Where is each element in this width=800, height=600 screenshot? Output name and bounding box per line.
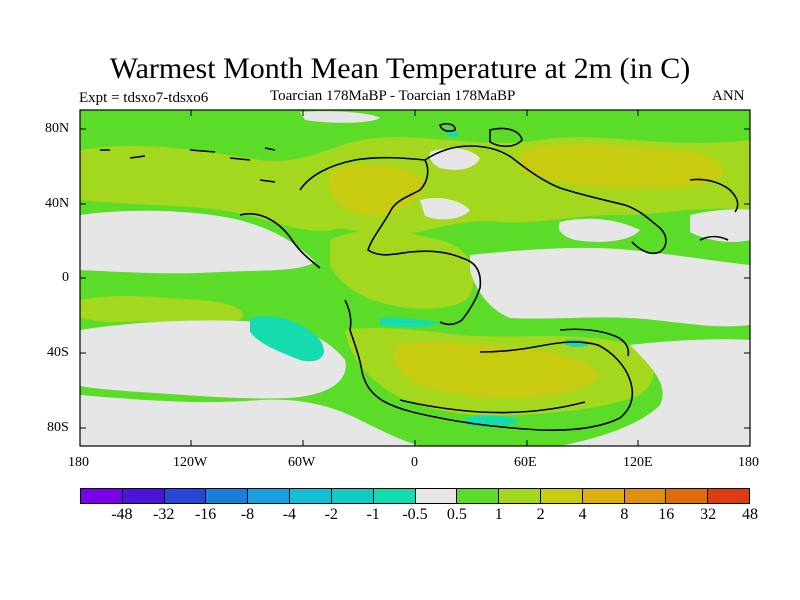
colorbar-label: -0.5 [402,506,428,523]
neutral-east-east [690,209,750,243]
neutral-tethys [470,247,750,327]
lon-label-180e: 180 [738,455,759,470]
coast-arctic-island [489,127,523,148]
coast-east-islands [699,235,729,241]
neutral-pacific-far-south [80,395,420,446]
colorbar-label: 32 [700,506,717,523]
coast-antarctic-inner [399,399,586,414]
cool-patch-gondwana-west [380,317,440,327]
lon-label-120e: 120E [623,455,653,470]
neutral-east-south [560,339,750,446]
band-2-4-gondwana [394,341,600,398]
lat-label-80n: 80N [45,121,70,136]
colorbar-box [582,489,625,503]
colorbar-label: -2 [324,506,338,523]
temperature-field [80,110,750,446]
period-comparison-label: Toarcian 178MaBP - Toarcian 178MaBP [270,88,516,104]
colorbar-label: -48 [111,506,133,523]
lon-label-120w: 120W [173,455,208,470]
colorbar-box [122,489,165,503]
coast-gondwana-south [349,329,634,431]
colorbar-label: -1 [366,506,380,523]
neutral-north-west-small [300,111,380,123]
coast-laurasia-west [299,156,482,326]
lon-label-180w: 180 [68,455,89,470]
band-1-2-west-tropics [80,295,243,323]
colorbar-box [373,489,416,503]
coast-east-gondwana [559,328,630,357]
lat-label-40n: 40N [45,196,70,211]
colorbar-box [708,489,749,503]
neutral-siberian-sea [558,218,640,242]
colorbar-label: -32 [153,506,175,523]
colorbar-box [164,489,207,503]
cool-patch-gondwana-east [565,339,590,347]
colorbar-label: 4 [578,506,587,523]
colorbar-box [81,489,123,503]
cool-pacific-patch [250,316,324,362]
colorbar-box [457,489,500,503]
lon-label-0: 0 [411,455,418,470]
colorbar-label: 8 [620,506,629,523]
coastlines [100,123,739,431]
lat-label-0: 0 [62,270,69,285]
axis-ticks [79,110,751,446]
colorbar-box [499,489,541,503]
colorbar-label: 16 [658,506,675,523]
lat-label-80s: 80S [47,420,69,435]
colorbar-label: -4 [282,506,297,523]
neutral-pacific-north [80,210,315,274]
coast-laurasia-north [424,145,667,255]
plot-title: Warmest Month Mean Temperature at 2m (in… [109,52,691,85]
neutral-arctic [429,148,480,170]
lat-label-40s: 40S [47,345,69,360]
coast-arctic-dashes-1 [100,147,276,183]
colorbar-label: 0.5 [446,506,467,523]
band-2-4-laurasia [330,164,423,216]
experiment-label: Expt = tdsxo7-tdsxo6 [79,90,209,106]
colorbar-label: 2 [536,506,545,523]
colorbar-box [290,489,332,503]
colorbar-label: -16 [194,506,217,523]
colorbar-label: 1 [494,506,503,523]
lon-label-60e: 60E [514,455,537,470]
lon-label-60w: 60W [288,455,316,470]
colorbar-box [624,489,667,503]
band-1-2-equator-land [330,230,474,309]
colorbar-label: -8 [240,506,255,523]
colorbar-box [248,489,291,503]
season-label: ANN [712,88,745,104]
colorbar-box [540,489,583,503]
band-2-4-siberia [520,144,723,189]
coast-far-east-1 [689,178,739,213]
colorbar-box [206,489,249,503]
coast-small-island-1 [439,123,456,132]
coast-west-arc [239,213,321,269]
colorbar [80,488,750,504]
coast-gondwana-west [344,299,352,331]
colorbar-box [331,489,374,503]
neutral-tethys-inner [420,198,470,220]
colorbar-box [666,489,709,503]
colorbar-box [415,489,458,503]
colorbar-label: 48 [742,506,758,523]
